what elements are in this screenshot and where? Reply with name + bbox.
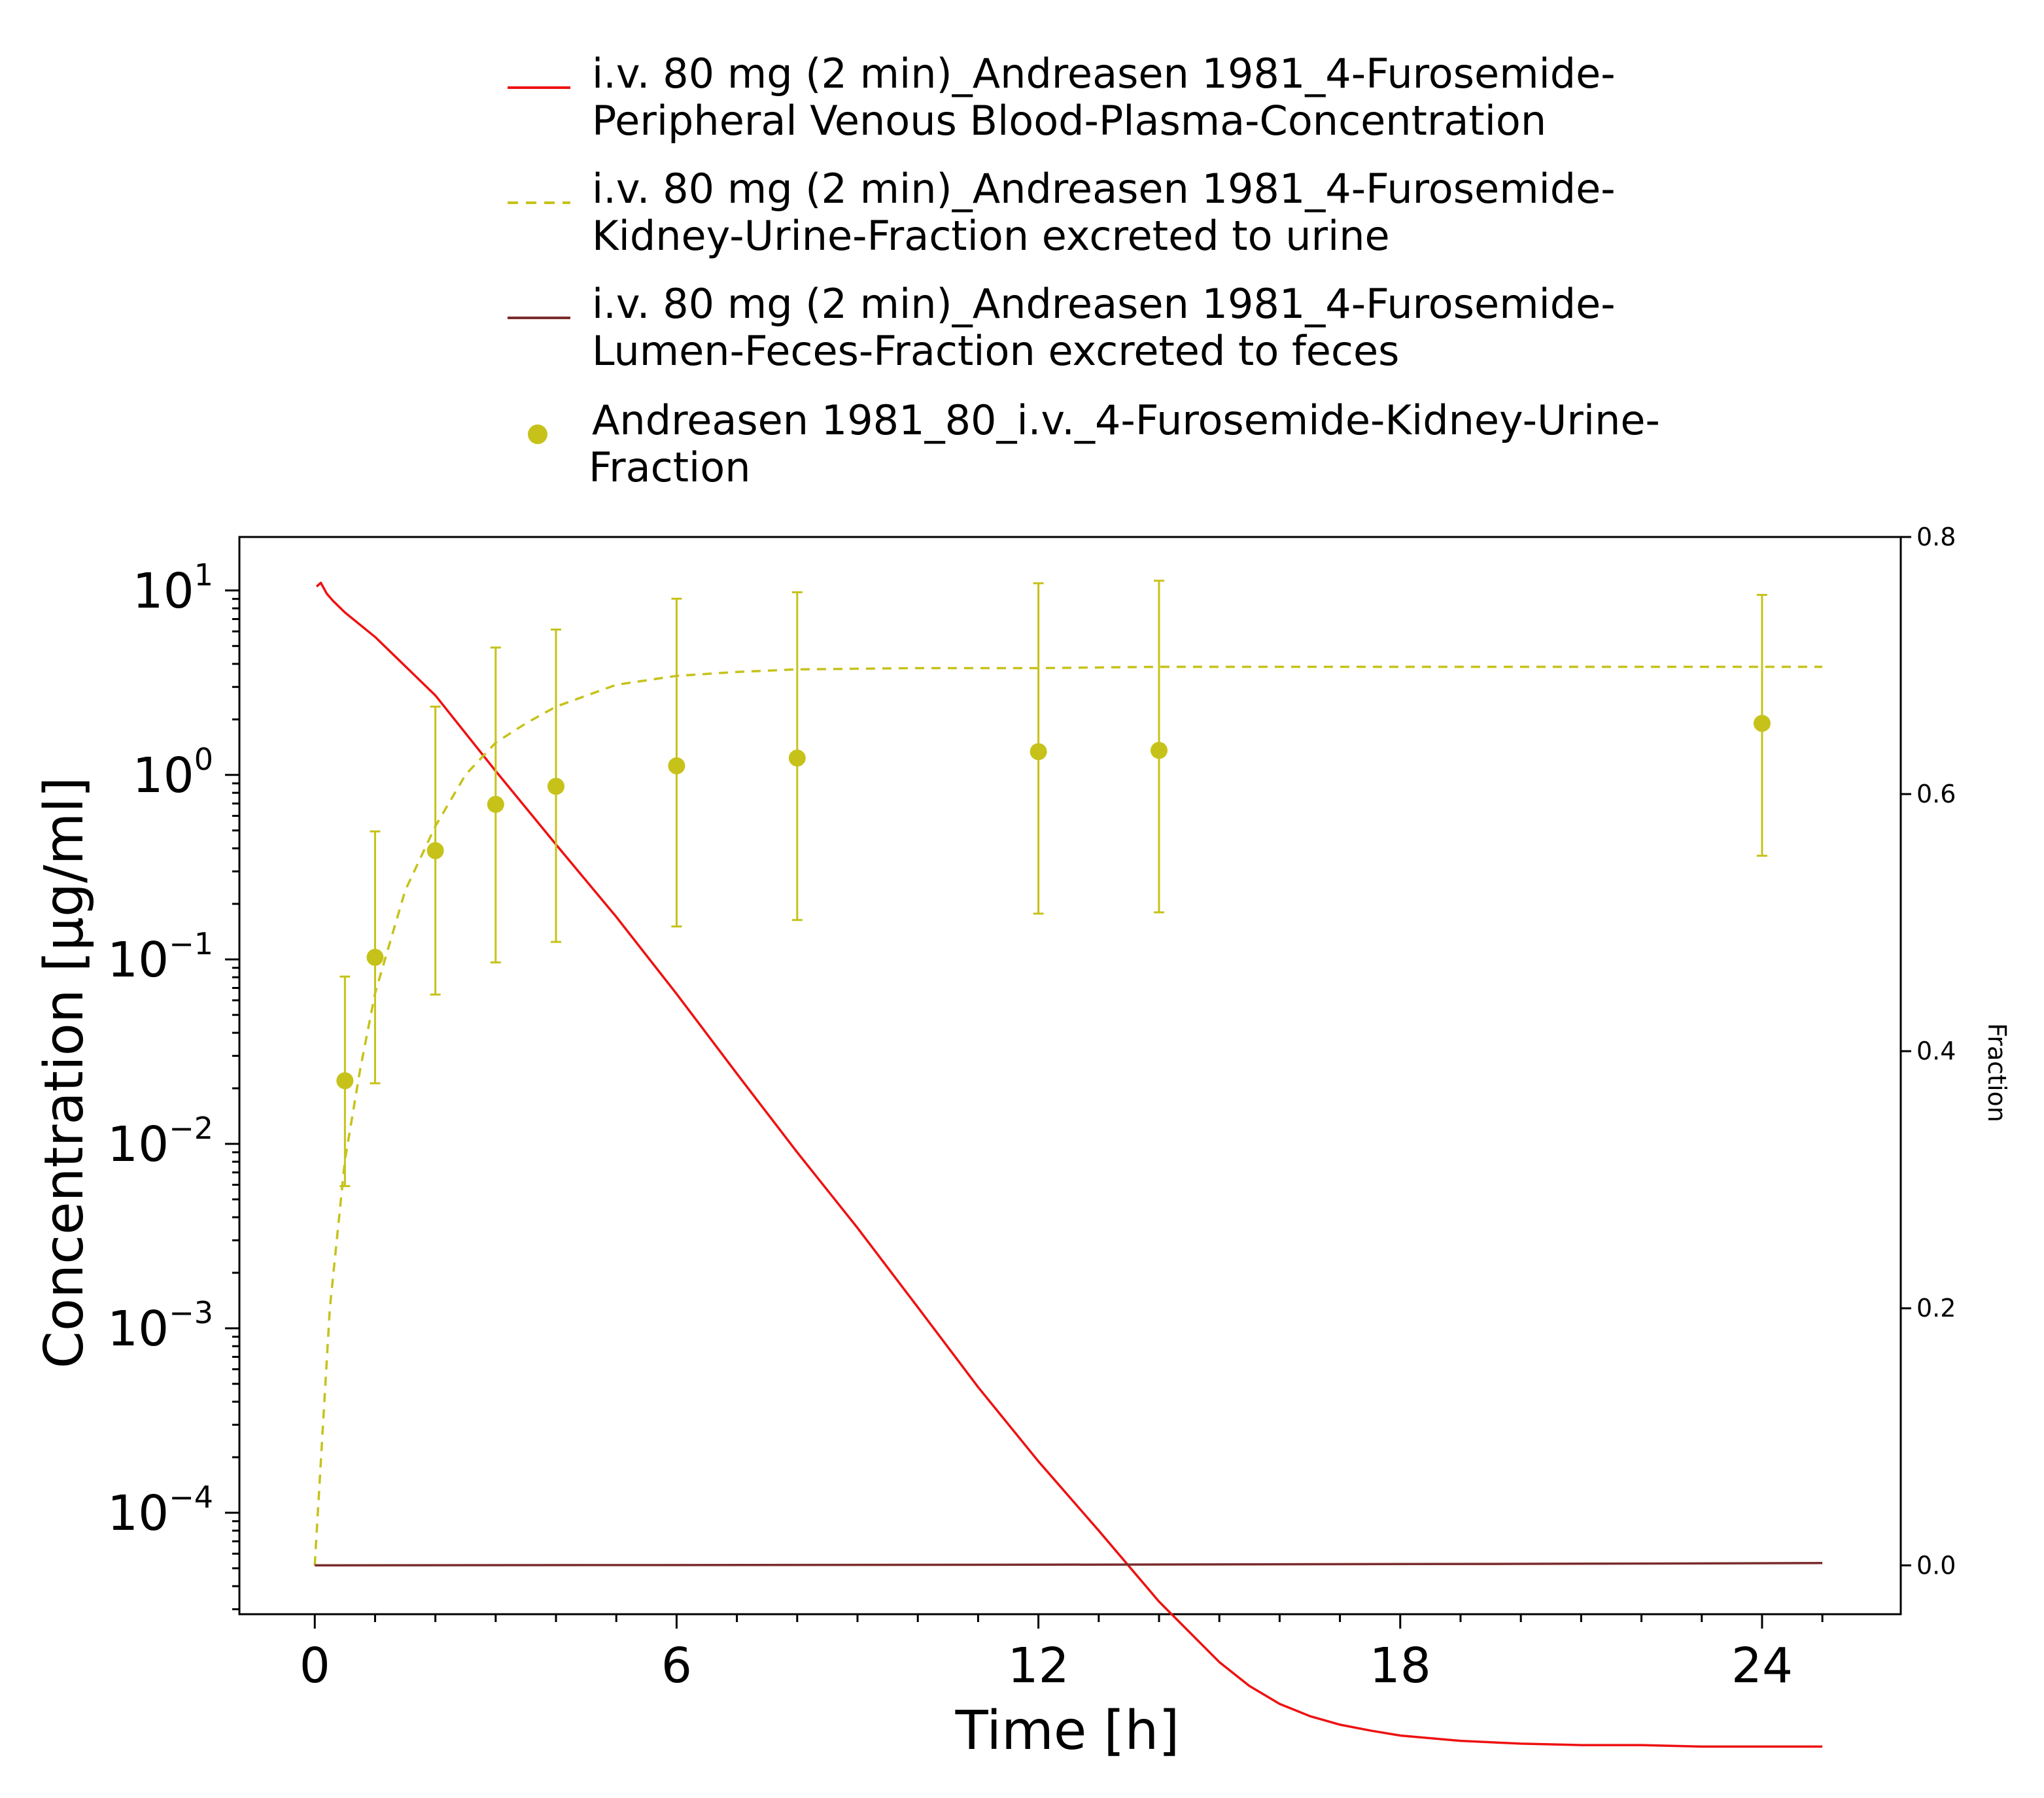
x-axis: 0 6 12 18 24 — [300, 1614, 1824, 1694]
y-tick-label: 10−1 — [107, 926, 213, 988]
y-axis-title: Concentration [µg/ml] — [33, 777, 95, 1369]
y-tick-label: 101 — [133, 557, 213, 619]
data-point — [788, 750, 806, 767]
feces-fraction-line — [315, 1562, 1823, 1567]
x-axis-title: Time [h] — [955, 1700, 1180, 1762]
legend-label-observed-urine-fraction-line1: Andreasen 1981_80_i.v._4-Furosemide-Kidn… — [592, 396, 1660, 444]
legend-label-feces-fraction-line1: i.v. 80 mg (2 min)_Andreasen 1981_4-Furo… — [592, 280, 1616, 328]
data-point — [366, 948, 384, 966]
legend-label-feces-fraction-line2: Lumen-Feces-Fraction excreted to feces — [592, 327, 1399, 375]
legend-entry-feces-fraction: i.v. 80 mg (2 min)_Andreasen 1981_4-Furo… — [508, 280, 1616, 375]
data-point — [1030, 743, 1047, 761]
data-point — [1753, 714, 1771, 732]
data-point — [336, 1072, 354, 1090]
urine-fraction-line — [313, 665, 1823, 1566]
data-point — [487, 795, 504, 813]
legend-label-urine-fraction-line1: i.v. 80 mg (2 min)_Andreasen 1981_4-Furo… — [592, 165, 1616, 213]
x-tick-label: 24 — [1731, 1638, 1793, 1694]
legend-label-plasma-concentration-line2: Peripheral Venous Blood-Plasma-Concentra… — [592, 97, 1546, 145]
x-tick-label: 18 — [1370, 1638, 1431, 1694]
y-tick-label: 10−2 — [107, 1111, 213, 1173]
y2-tick-label: 0.8 — [1916, 523, 1956, 551]
plasma-concentration-line — [315, 581, 1823, 1748]
legend-swatch-observed-urine-fraction — [528, 424, 547, 444]
data-point — [426, 842, 444, 859]
data-point — [547, 778, 565, 795]
y-tick-label: 10−4 — [107, 1479, 213, 1542]
legend-entry-plasma-concentration: i.v. 80 mg (2 min)_Andreasen 1981_4-Furo… — [508, 50, 1616, 145]
x-tick-label: 12 — [1008, 1638, 1069, 1694]
y2-tick-label: 0.2 — [1916, 1294, 1956, 1323]
y-axis-right: 0.0 0.2 0.4 0.6 0.8 — [1901, 523, 1956, 1580]
y2-tick-label: 0.6 — [1916, 780, 1956, 808]
legend-label-plasma-concentration-line1: i.v. 80 mg (2 min)_Andreasen 1981_4-Furo… — [592, 50, 1616, 97]
y-tick-label: 10−3 — [107, 1295, 213, 1357]
legend-label-observed-urine-fraction-line2: Fraction — [589, 443, 751, 491]
legend: i.v. 80 mg (2 min)_Andreasen 1981_4-Furo… — [508, 50, 1660, 491]
x-tick-label: 6 — [661, 1638, 692, 1694]
legend-entry-urine-fraction: i.v. 80 mg (2 min)_Andreasen 1981_4-Furo… — [508, 165, 1616, 260]
legend-label-urine-fraction-line2: Kidney-Urine-Fraction excreted to urine — [592, 212, 1390, 260]
plot-frame — [238, 536, 1902, 1616]
x-tick-label: 0 — [300, 1638, 330, 1694]
observed-urine-fraction-points — [336, 579, 1771, 1188]
y2-tick-label: 0.4 — [1916, 1037, 1956, 1065]
data-point — [1150, 742, 1168, 759]
y2-tick-label: 0.0 — [1916, 1551, 1956, 1580]
y-tick-label: 100 — [133, 742, 213, 804]
y2-axis-title: Fraction — [1983, 1023, 2011, 1122]
series-layer — [313, 579, 1823, 1748]
legend-entry-observed-urine-fraction: Andreasen 1981_80_i.v._4-Furosemide-Kidn… — [528, 396, 1660, 491]
data-point — [668, 757, 685, 774]
y-axis-left: 101 100 10−1 10−2 10−3 10−4 — [107, 557, 239, 1610]
